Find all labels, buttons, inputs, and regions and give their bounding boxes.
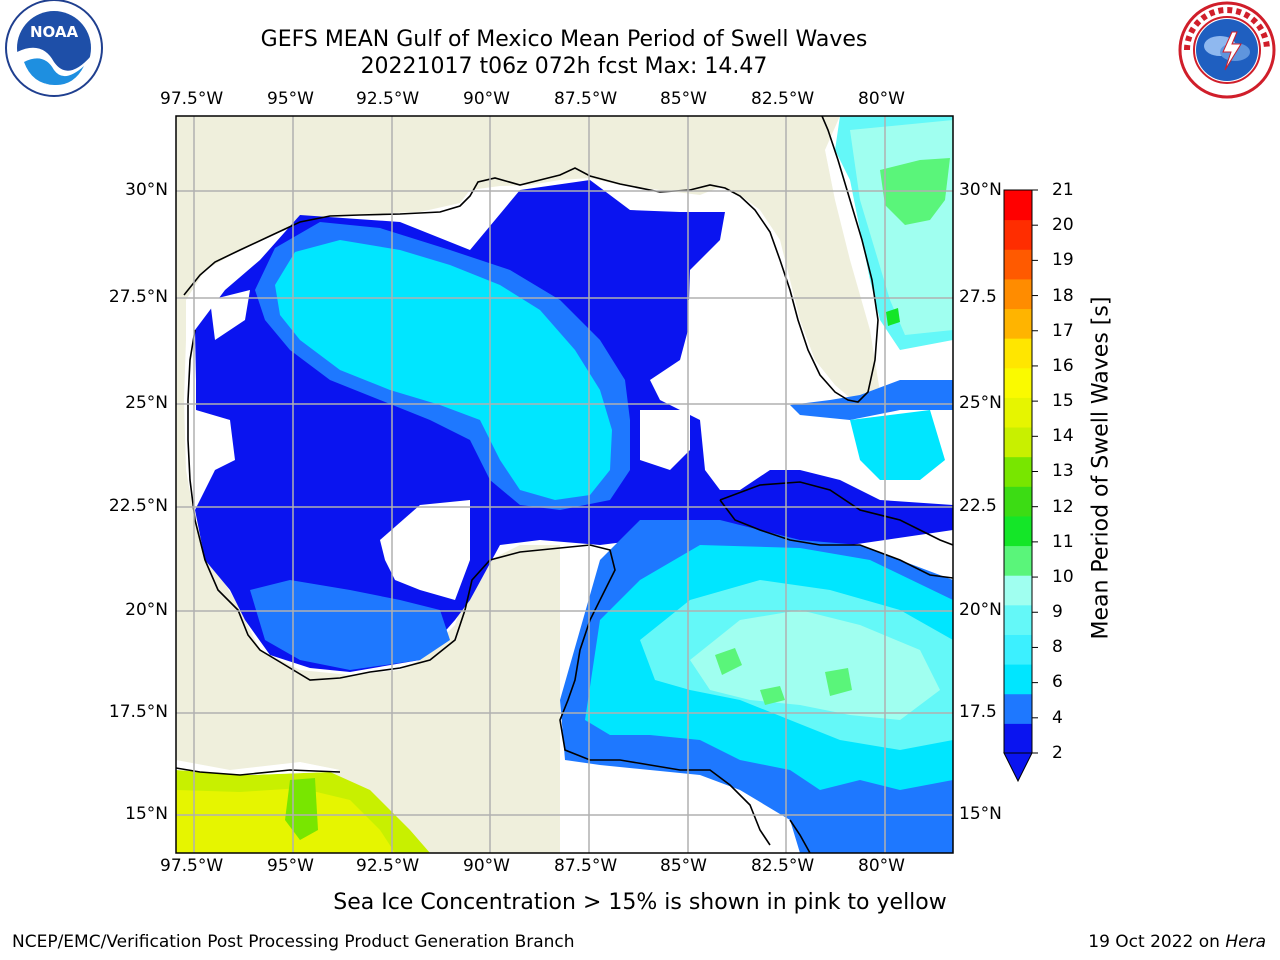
nws-logo	[1178, 1, 1276, 99]
colorbar-tick: 9	[1052, 602, 1063, 622]
lat-label-left: 20°N	[125, 600, 168, 620]
swell-band-6-8-straits	[850, 410, 945, 480]
colorbar-tick: 8	[1052, 637, 1063, 657]
lat-label-left: 15°N	[125, 804, 168, 824]
swell-nodata-patch-2	[640, 410, 690, 470]
lat-label-left: 27.5°N	[108, 287, 168, 307]
lon-label-top: 95°W	[267, 89, 314, 109]
lat-label-right: 20°N	[959, 600, 1002, 620]
lon-label-bottom: 92.5°W	[356, 856, 420, 876]
lat-label-right: 17.5	[959, 702, 997, 722]
colorbar-tick: 19	[1052, 250, 1074, 270]
colorbar-tick: 18	[1052, 286, 1074, 306]
colorbar-label: Mean Period of Swell Waves [s]	[1088, 296, 1114, 640]
lon-label-bottom: 95°W	[267, 856, 314, 876]
colorbar-segment	[1004, 427, 1032, 458]
colorbar-segment	[1004, 397, 1032, 428]
footer-left: NCEP/EMC/Verification Post Processing Pr…	[12, 932, 575, 952]
colorbar-segment	[1004, 664, 1032, 695]
colorbar-segment	[1004, 545, 1032, 576]
colorbar-tick: 14	[1052, 426, 1074, 446]
footer-host: Hera	[1225, 932, 1266, 952]
lon-label-top: 85°W	[660, 89, 707, 109]
swell-green-patch-2	[825, 668, 852, 696]
colorbar-extend-triangle	[1003, 752, 1033, 783]
lon-label-bottom: 82.5°W	[751, 856, 815, 876]
lat-label-right: 22.5	[959, 496, 997, 516]
lat-label-left: 22.5°N	[108, 496, 168, 516]
lat-label-right: 25°N	[959, 393, 1002, 413]
colorbar-tick: 12	[1052, 497, 1074, 517]
swell-green-patch-atl-2	[886, 308, 900, 326]
colorbar-segment	[1004, 456, 1032, 487]
lon-label-bottom: 80°W	[858, 856, 905, 876]
colorbar-tick: 6	[1052, 672, 1063, 692]
colorbar-tick: 10	[1052, 567, 1074, 587]
swell-nodata-patch-4	[210, 290, 250, 340]
colorbar-segment	[1004, 604, 1032, 635]
colorbar-segment	[1004, 486, 1032, 517]
chart-title-line2: 20221017 t06z 072h fcst Max: 14.47	[360, 54, 768, 79]
colorbar-segment	[1004, 219, 1032, 250]
colorbar-segment	[1004, 723, 1032, 754]
colorbar-tick: 4	[1052, 708, 1063, 728]
lat-label-left: 25°N	[125, 393, 168, 413]
lon-label-top: 92.5°W	[356, 89, 420, 109]
lat-label-right: 30°N	[959, 180, 1002, 200]
swell-band-9-10-caribbean	[690, 610, 940, 720]
chart-title-line1: GEFS MEAN Gulf of Mexico Mean Period of …	[260, 27, 868, 52]
colorbar-segment	[1004, 190, 1032, 221]
colorbar-tick: 2	[1052, 743, 1063, 763]
colorbar-tick: 13	[1052, 461, 1074, 481]
swell-green-patch-3	[760, 686, 785, 705]
lon-label-bottom: 97.5°W	[160, 856, 224, 876]
noaa-logo: NOAA	[5, 0, 103, 97]
swell-green-patch-1	[715, 648, 742, 675]
pacific-nodata	[176, 760, 340, 775]
swell-nodata-patch-5	[196, 410, 235, 470]
swell-nodata-patch-7	[770, 420, 850, 470]
lat-label-right: 27.5	[959, 287, 997, 307]
lon-label-top: 80°W	[858, 89, 905, 109]
colorbar-segment	[1004, 515, 1032, 547]
lon-label-bottom: 87.5°W	[554, 856, 618, 876]
swell-band-4-6-south	[250, 580, 450, 670]
lon-label-top: 87.5°W	[554, 89, 618, 109]
colorbar-segment	[1004, 693, 1032, 724]
lon-label-top: 82.5°W	[751, 89, 815, 109]
colorbar-tick: 21	[1052, 180, 1074, 200]
map-gridlines	[176, 116, 953, 853]
swell-band-6-8-gulf	[275, 240, 612, 500]
colorbar-tick: 16	[1052, 356, 1074, 376]
lon-label-bottom: 90°W	[463, 856, 510, 876]
footer-right: 19 Oct 2022 on Hera	[1088, 932, 1266, 952]
colorbar-segment	[1004, 367, 1032, 398]
lon-label-bottom: 85°W	[660, 856, 707, 876]
lon-label-top: 90°W	[463, 89, 510, 109]
colorbar-segment	[1004, 338, 1032, 369]
lat-label-right: 15°N	[959, 804, 1002, 824]
footer-date: 19 Oct 2022 on	[1088, 932, 1226, 952]
map-frame	[175, 115, 954, 854]
swell-nodata-patch-3	[380, 500, 470, 600]
lat-label-left: 30°N	[125, 180, 168, 200]
lat-label-left: 17.5°N	[108, 702, 168, 722]
colorbar-tick: 20	[1052, 215, 1074, 235]
noaa-logo-text: NOAA	[30, 23, 79, 41]
colorbar-segment	[1004, 575, 1032, 606]
colorbar	[1003, 189, 1038, 783]
swell-nodata-patch-6	[735, 235, 768, 275]
colorbar-segment	[1004, 634, 1032, 665]
colorbar-segment	[1004, 249, 1032, 280]
swell-band-4-6-florida-keys	[790, 380, 953, 420]
colorbar-tick: 17	[1052, 321, 1074, 341]
colorbar-tick: 11	[1052, 532, 1074, 552]
sea-ice-note: Sea Ice Concentration > 15% is shown in …	[333, 890, 947, 915]
coastline	[176, 116, 953, 853]
lon-label-top: 97.5°W	[160, 89, 224, 109]
colorbar-segment	[1004, 308, 1032, 339]
colorbar-tick: 15	[1052, 391, 1074, 411]
colorbar-segment	[1004, 278, 1032, 310]
